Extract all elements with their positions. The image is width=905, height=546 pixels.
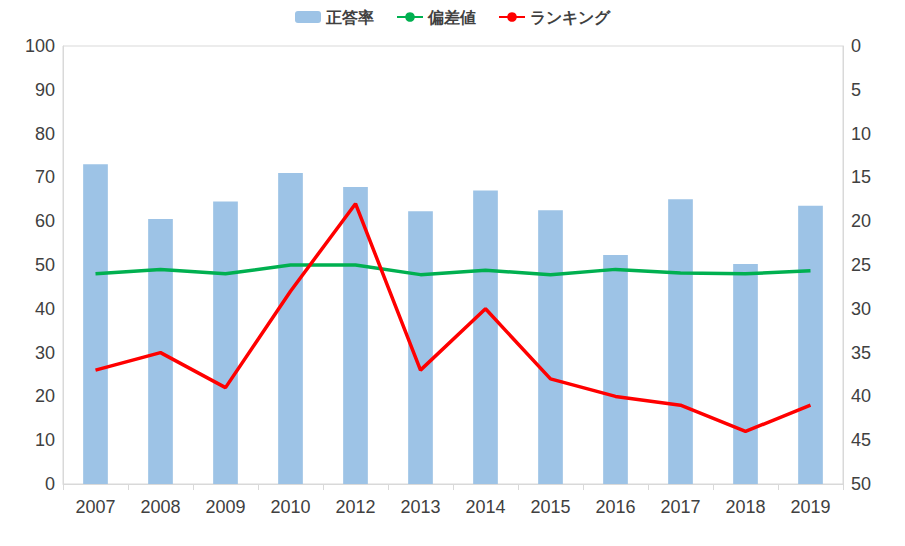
svg-text:2019: 2019: [790, 497, 830, 517]
svg-text:60: 60: [35, 211, 55, 231]
svg-text:35: 35: [851, 343, 871, 363]
svg-text:2008: 2008: [140, 497, 180, 517]
svg-text:2017: 2017: [660, 497, 700, 517]
svg-text:50: 50: [851, 474, 871, 494]
svg-text:30: 30: [851, 299, 871, 319]
svg-text:40: 40: [35, 299, 55, 319]
svg-text:2014: 2014: [465, 497, 505, 517]
svg-text:偏差値: 偏差値: [427, 9, 476, 26]
svg-text:50: 50: [35, 255, 55, 275]
svg-text:正答率: 正答率: [325, 8, 374, 26]
svg-text:80: 80: [35, 124, 55, 144]
svg-text:2009: 2009: [205, 497, 245, 517]
svg-text:45: 45: [851, 430, 871, 450]
svg-text:90: 90: [35, 80, 55, 100]
svg-text:2018: 2018: [725, 497, 765, 517]
svg-text:ランキング: ランキング: [530, 9, 611, 26]
svg-text:2013: 2013: [400, 497, 440, 517]
svg-text:0: 0: [851, 36, 861, 56]
svg-text:2007: 2007: [75, 497, 115, 517]
svg-text:2010: 2010: [270, 497, 310, 517]
svg-text:100: 100: [25, 36, 55, 56]
svg-text:5: 5: [851, 80, 861, 100]
svg-text:2016: 2016: [595, 497, 635, 517]
svg-text:20: 20: [851, 211, 871, 231]
svg-text:10: 10: [851, 124, 871, 144]
svg-text:2015: 2015: [530, 497, 570, 517]
svg-text:30: 30: [35, 343, 55, 363]
svg-text:25: 25: [851, 255, 871, 275]
svg-text:40: 40: [851, 386, 871, 406]
svg-text:70: 70: [35, 167, 55, 187]
svg-text:20: 20: [35, 386, 55, 406]
svg-text:2012: 2012: [335, 497, 375, 517]
svg-text:10: 10: [35, 430, 55, 450]
svg-text:15: 15: [851, 167, 871, 187]
svg-text:0: 0: [45, 474, 55, 494]
